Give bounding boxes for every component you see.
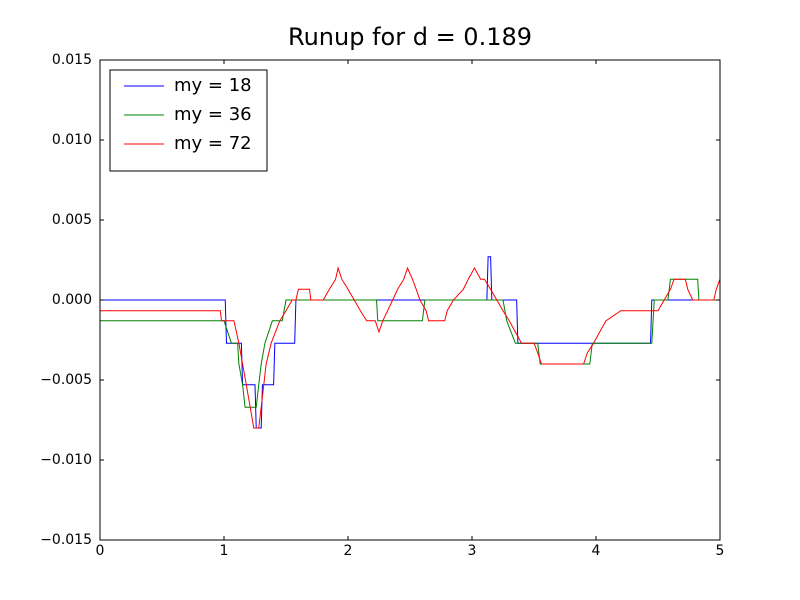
x-tick-label: 2 [344,543,353,559]
data-line [100,266,720,429]
legend-label: my = 18 [174,75,252,96]
y-tick-label: −0.010 [40,452,92,468]
chart-title: Runup for d = 0.189 [288,23,532,51]
x-tick-label: 1 [220,543,229,559]
y-tick-label: 0.000 [52,292,92,308]
plot-area [100,256,720,429]
y-tick-label: 0.010 [52,132,92,148]
x-tick-label: 0 [96,543,105,559]
y-tick-label: −0.005 [40,372,92,388]
legend-label: my = 72 [174,133,252,154]
x-tick-label: 4 [592,543,601,559]
x-tick-label: 5 [716,543,725,559]
y-tick-label: 0.005 [52,212,92,228]
legend-label: my = 36 [174,104,252,125]
legend-box [109,69,268,172]
data-line [100,256,720,429]
x-tick-label: 3 [468,543,477,559]
legend: my = 18 my = 36 my = 72 [109,69,268,172]
data-line [100,278,720,408]
y-tick-label: −0.015 [40,532,92,548]
y-tick-label: 0.015 [52,52,92,68]
